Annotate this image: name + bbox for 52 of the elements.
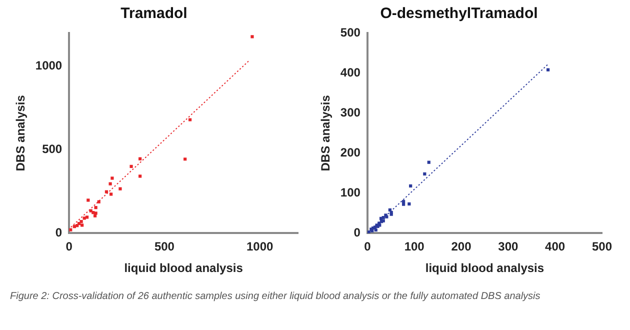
point xyxy=(86,198,90,202)
x-tick-label: 200 xyxy=(451,240,472,254)
point xyxy=(104,190,108,194)
x-tick-label: 500 xyxy=(592,240,612,254)
point xyxy=(93,214,97,218)
point xyxy=(423,172,426,176)
point xyxy=(94,212,98,215)
point xyxy=(85,216,89,219)
caption: Figure 2: Cross-validation of 26 authentic samples using either liquid blood analysis or the fully automated DBS analysis xyxy=(10,290,542,303)
point xyxy=(110,176,114,180)
y-axis-title: DBS analysis xyxy=(318,94,333,172)
point xyxy=(108,182,112,186)
x-axis-title: liquid blood analysis xyxy=(425,261,544,276)
chart-title: Tramadol xyxy=(120,5,188,22)
y-tick-label: 200 xyxy=(340,145,361,160)
point xyxy=(110,192,113,196)
point xyxy=(138,174,142,178)
y-tick-label: 300 xyxy=(340,105,361,120)
x-tick-label: 0 xyxy=(364,240,372,254)
point xyxy=(138,157,142,160)
point xyxy=(130,164,133,168)
x-tick-label: 400 xyxy=(545,240,566,254)
x-tick-label: 300 xyxy=(498,240,518,254)
y-tick-label: 500 xyxy=(42,142,62,156)
point xyxy=(408,202,411,206)
chart-title: O-desmethylTramadol xyxy=(380,5,538,22)
point xyxy=(118,187,122,190)
point xyxy=(250,35,254,38)
y-tick-label: 100 xyxy=(340,185,361,200)
point xyxy=(188,118,192,122)
y-tick-label: 1000 xyxy=(35,58,62,73)
point xyxy=(97,200,100,204)
point xyxy=(80,220,83,224)
x-tick-label: 0 xyxy=(66,240,73,254)
point xyxy=(409,184,412,188)
point xyxy=(427,160,430,164)
x-axis-title: liquid blood analysis xyxy=(124,261,244,276)
point xyxy=(402,202,406,206)
x-tick-label: 1000 xyxy=(246,240,274,254)
point xyxy=(184,158,187,161)
point xyxy=(94,206,98,210)
y-tick-label: 0 xyxy=(354,226,361,240)
point xyxy=(402,200,406,204)
y-tick-label: 500 xyxy=(340,25,361,40)
y-tick-label: 400 xyxy=(340,65,361,80)
x-tick-label: 100 xyxy=(404,240,425,254)
y-tick-label: 0 xyxy=(55,226,62,240)
x-tick-label: 500 xyxy=(154,240,175,254)
point xyxy=(546,68,550,72)
point xyxy=(374,228,378,232)
point xyxy=(80,224,84,227)
y-axis-title: DBS analysis xyxy=(14,94,28,172)
